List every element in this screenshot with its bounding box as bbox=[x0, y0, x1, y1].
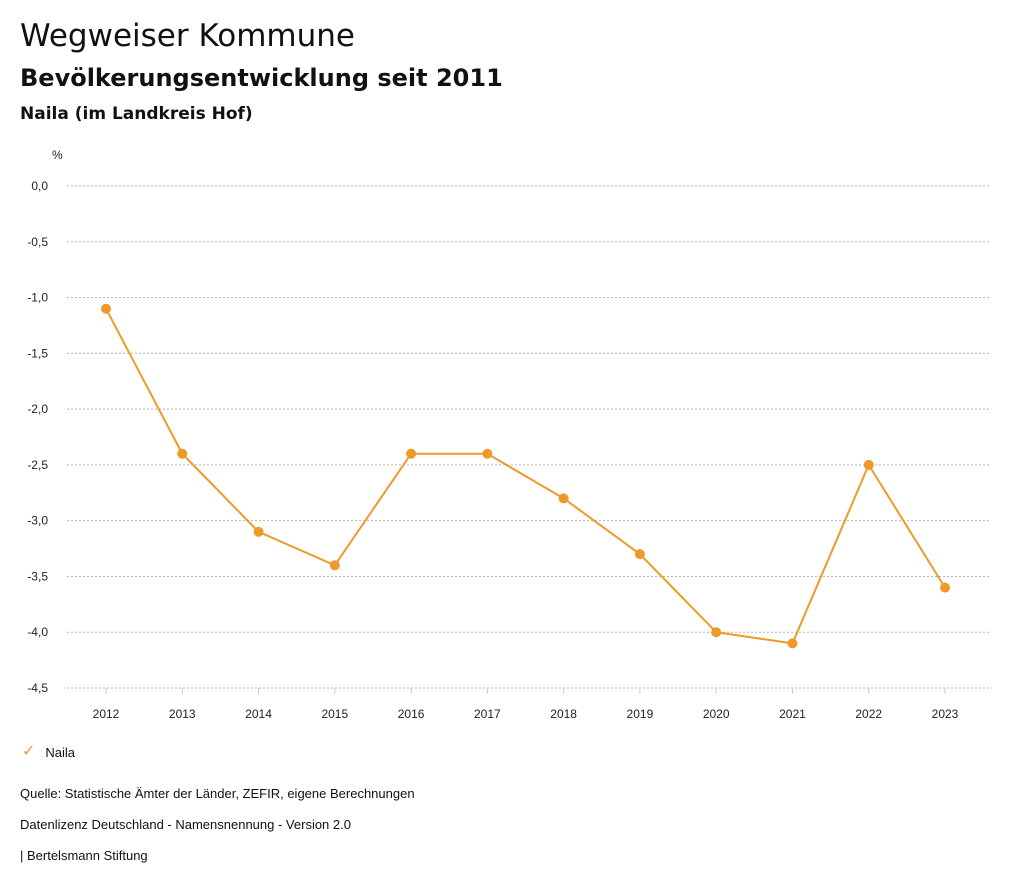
data-point[interactable] bbox=[787, 638, 798, 649]
x-tick-label: 2020 bbox=[703, 707, 730, 721]
legend[interactable]: ✓ Naila bbox=[22, 744, 75, 760]
x-tick-label: 2013 bbox=[169, 707, 196, 721]
data-point[interactable] bbox=[634, 549, 645, 560]
y-tick-label: -2,5 bbox=[27, 458, 48, 472]
data-point[interactable] bbox=[329, 560, 340, 571]
data-point[interactable] bbox=[711, 627, 722, 638]
series-line-naila bbox=[105, 308, 946, 645]
license-note: Datenlizenz Deutschland - Namensnennung … bbox=[20, 817, 351, 832]
y-tick-label: -3,0 bbox=[27, 514, 48, 528]
y-tick-label: -1,0 bbox=[27, 291, 48, 305]
x-tick-label: 2019 bbox=[627, 707, 654, 721]
data-point[interactable] bbox=[863, 459, 874, 470]
data-point[interactable] bbox=[940, 582, 950, 593]
x-tick-label: 2021 bbox=[779, 707, 806, 721]
y-tick-label: -4,5 bbox=[27, 681, 48, 695]
page-title: Wegweiser Kommune bbox=[20, 18, 355, 54]
y-tick-label: -1,5 bbox=[27, 346, 48, 360]
line-chart: % 0,0 -0,5 -1,0 -1,5 -2,0 -2,5 -3,0 -3,5 -4,0 -4,5… bbox=[27, 148, 990, 721]
chart-subtitle: Bevölkerungsentwicklung seit 2011 bbox=[20, 64, 503, 92]
x-tick-label: 2016 bbox=[398, 707, 425, 721]
data-point[interactable] bbox=[177, 448, 188, 459]
x-tick-label: 2022 bbox=[855, 707, 882, 721]
y-tick-label: -0,5 bbox=[27, 235, 48, 249]
y-tick-label: -2,0 bbox=[27, 402, 48, 416]
y-tick-label: 0,0 bbox=[31, 179, 48, 193]
x-tick-label: 2014 bbox=[245, 707, 272, 721]
y-axis-unit-label: % bbox=[52, 148, 63, 162]
x-tick-label: 2017 bbox=[474, 707, 501, 721]
data-point[interactable] bbox=[101, 303, 111, 314]
data-point[interactable] bbox=[406, 448, 417, 459]
y-tick-label: -3,5 bbox=[27, 569, 48, 583]
x-tick-label: 2023 bbox=[932, 707, 959, 721]
check-icon[interactable]: ✓ bbox=[22, 743, 36, 760]
y-tick-label: -4,0 bbox=[27, 625, 48, 639]
legend-label: Naila bbox=[45, 744, 76, 760]
data-point[interactable] bbox=[253, 526, 264, 537]
region-label: Naila (im Landkreis Hof) bbox=[20, 104, 253, 124]
x-tick-label: 2018 bbox=[550, 707, 577, 721]
x-tick-label: 2015 bbox=[321, 707, 348, 721]
data-point[interactable] bbox=[482, 448, 493, 459]
source-note: Quelle: Statistische Ämter der Länder, Z… bbox=[20, 786, 415, 801]
x-tick-label: 2012 bbox=[93, 707, 120, 721]
publisher-note: | Bertelsmann Stiftung bbox=[20, 848, 148, 863]
data-point[interactable] bbox=[558, 493, 569, 504]
